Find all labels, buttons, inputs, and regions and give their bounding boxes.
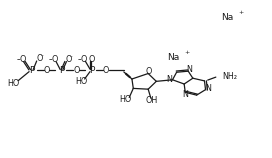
Text: O: O [146, 67, 152, 76]
Text: –O: –O [77, 55, 88, 64]
Text: –: – [41, 54, 44, 59]
Text: N: N [205, 84, 211, 93]
Text: +: + [238, 10, 243, 15]
Text: NH₂: NH₂ [222, 72, 237, 81]
Text: OH: OH [145, 96, 157, 105]
Text: P: P [29, 66, 35, 75]
Text: HO: HO [119, 95, 131, 104]
Text: P: P [89, 66, 94, 75]
Text: O: O [66, 55, 72, 64]
Text: O: O [88, 55, 95, 64]
Text: P: P [59, 66, 64, 75]
Text: HO: HO [8, 79, 20, 88]
Text: N: N [167, 75, 172, 84]
Text: –O: –O [48, 55, 59, 64]
Text: +: + [184, 50, 189, 55]
Text: Na: Na [167, 53, 179, 62]
Text: –O: –O [16, 55, 27, 64]
Text: Na: Na [221, 13, 233, 22]
Text: –: – [70, 54, 73, 59]
Text: O: O [36, 55, 43, 64]
Text: HO: HO [75, 77, 87, 86]
Text: O: O [73, 66, 79, 75]
Text: O: O [43, 66, 50, 75]
Text: N: N [186, 65, 192, 74]
Text: N: N [182, 90, 188, 99]
Text: O: O [103, 66, 109, 75]
